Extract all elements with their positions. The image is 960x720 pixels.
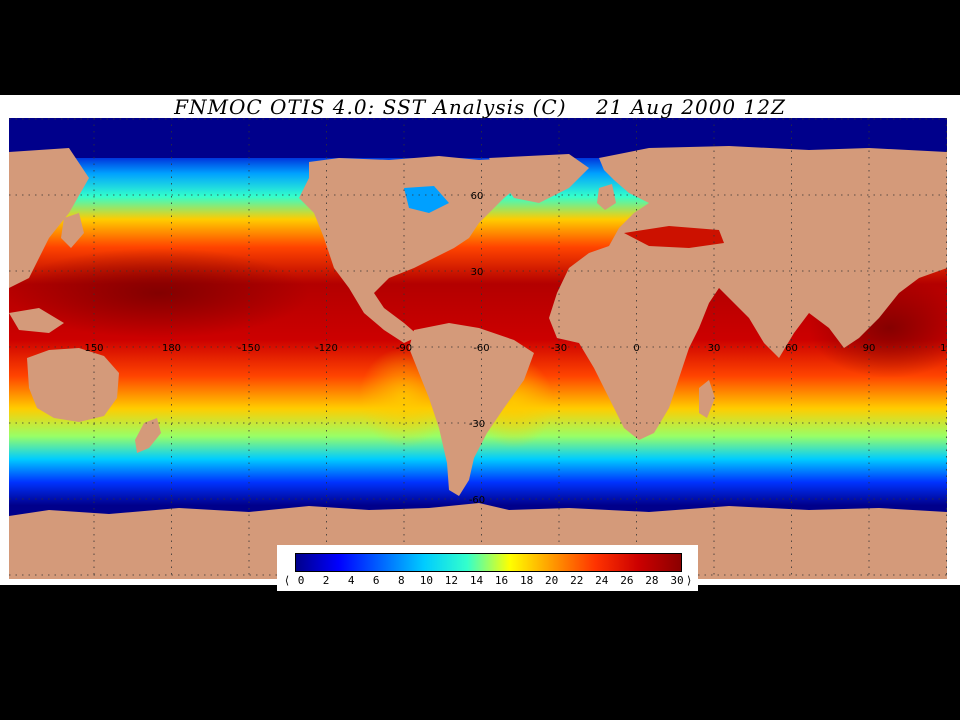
colorbar-tick-label: 10 [419, 574, 433, 587]
lon-label: 30 [708, 343, 721, 354]
land-greenland [489, 154, 589, 203]
colorbar-max-marker: ⟩ [685, 574, 693, 587]
land-antarctica [9, 503, 947, 579]
lat-label: 30 [471, 267, 484, 278]
colorbar-tick-label: 20 [545, 574, 559, 587]
lon-label: 12 [940, 343, 947, 354]
lat-label: -60 [469, 495, 485, 506]
colorbar-tick-label: 30 [670, 574, 684, 587]
colorbar-tick-label: 14 [469, 574, 484, 587]
colorbar-strip [295, 553, 682, 572]
hudson-bay [404, 186, 449, 213]
lon-label: 90 [863, 343, 876, 354]
colorbar-tick-label: 24 [595, 574, 609, 587]
colorbar-tick-label: 22 [570, 574, 584, 587]
lon-label: 150 [84, 343, 103, 354]
lon-label: -30 [551, 343, 567, 354]
land-eurasia-africa [549, 146, 947, 440]
colorbar-tick-label: 2 [322, 574, 330, 587]
lon-label: -120 [315, 343, 338, 354]
colorbar-tick-label: 6 [372, 574, 380, 587]
mediterranean-sea [624, 226, 724, 248]
landmasses [9, 146, 947, 579]
lon-label: -60 [473, 343, 489, 354]
colorbar-tick-label: 12 [444, 574, 459, 587]
land-british-isles [597, 184, 616, 210]
lon-label: 60 [785, 343, 798, 354]
land-new-zealand [135, 418, 161, 453]
longitude-labels: 150 180 -150 -120 -90 -60 -30 0 30 60 90 12 [84, 343, 947, 354]
pacific-warm-pool [9, 248, 309, 338]
lon-label: -90 [396, 343, 412, 354]
colorbar-tick-label: 18 [519, 574, 534, 587]
figure-panel: FNMOC OTIS 4.0: SST Analysis (C) 21 Aug … [0, 95, 960, 591]
land-south-america [409, 323, 534, 496]
land-east-asia [9, 148, 89, 288]
land-maritime-continent [9, 308, 64, 333]
land-madagascar [699, 380, 715, 418]
colorbar-min-marker: ⟨ [283, 574, 291, 587]
lon-label: 180 [162, 343, 181, 354]
lon-label: 0 [633, 343, 639, 354]
map-title: FNMOC OTIS 4.0: SST Analysis (C) 21 Aug … [174, 95, 786, 119]
land-australia [27, 348, 119, 422]
colorbar-tick-label: 0 [297, 574, 305, 587]
land-japan [61, 213, 84, 248]
colorbar: ⟨ ⟩ 0 2 4 6 8 10 12 14 16 18 20 22 24 26 28 30 [277, 545, 698, 591]
lon-label: -150 [238, 343, 261, 354]
land-north-america [299, 156, 529, 343]
colorbar-tick-label: 4 [347, 574, 355, 587]
sst-map-svg: 150 180 -150 -120 -90 -60 -30 0 30 60 90 12 60 30 -30… [9, 118, 947, 579]
colorbar-tick-label: 8 [397, 574, 405, 587]
colorbar-tick-label: 28 [645, 574, 659, 587]
lat-label: -30 [469, 419, 485, 430]
lat-label: 60 [471, 191, 484, 202]
colorbar-tick-label: 26 [620, 574, 634, 587]
colorbar-tick-label: 16 [494, 574, 509, 587]
